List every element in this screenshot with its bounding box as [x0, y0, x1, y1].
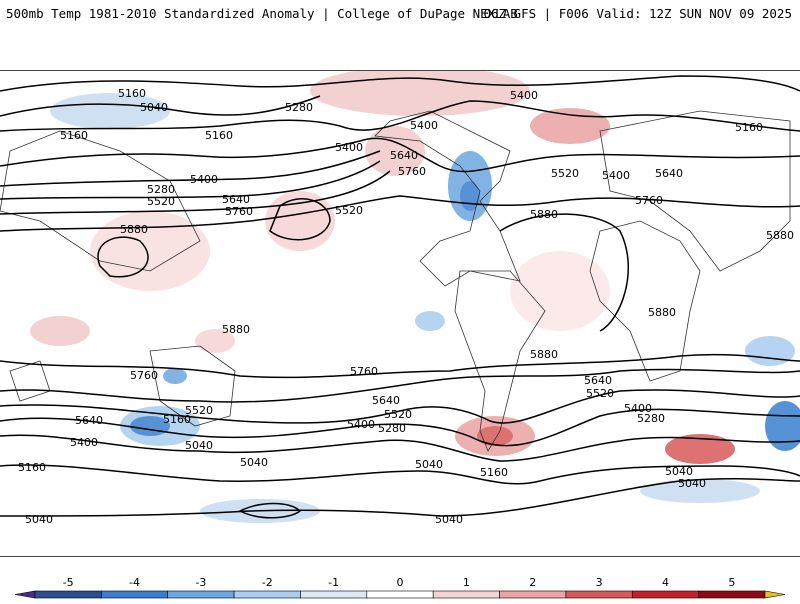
contour-labels: 5160 5040 5280 5160 5160 5400 5280 5520 … — [18, 87, 794, 526]
colorbar-tick-label: 4 — [662, 576, 669, 589]
colorbar-swatch — [764, 590, 786, 599]
contour-label: 5520 — [185, 404, 213, 417]
colorbar-tick-label: 5 — [728, 576, 735, 589]
contour-label: 5520 — [384, 408, 412, 421]
colorbar-legend: -5 -4 -3 -2 -1 0 1 2 3 4 5 — [0, 560, 800, 600]
contour-label: 5160 — [163, 413, 191, 426]
anomaly-map: 5160 5040 5280 5160 5160 5400 5280 5520 … — [0, 70, 800, 557]
colorbar-swatch — [167, 590, 235, 599]
contour-label: 5040 — [240, 456, 268, 469]
contour-label: 5280 — [378, 422, 406, 435]
contour-label: 5160 — [118, 87, 146, 100]
colorbar-tick-label: 3 — [596, 576, 603, 589]
contour-label: 5520 — [147, 195, 175, 208]
colorbar-tick-label: -4 — [129, 576, 140, 589]
contour-label: 5760 — [225, 205, 253, 218]
colorbar-tick-label: 1 — [463, 576, 470, 589]
colorbar-swatch — [499, 590, 567, 599]
contour-label: 5280 — [285, 101, 313, 114]
colorbar-swatch — [631, 590, 699, 599]
contour-label: 5760 — [635, 194, 663, 207]
contour-label: 5280 — [147, 183, 175, 196]
contour-label: 5400 — [335, 141, 363, 154]
colorbar-swatch — [432, 590, 500, 599]
contour-label: 5640 — [372, 394, 400, 407]
contour-label: 5760 — [130, 369, 158, 382]
colorbar-tick-label: -1 — [328, 576, 339, 589]
contour-label: 5280 — [637, 412, 665, 425]
colorbar-swatch — [233, 590, 301, 599]
contour-label: 5880 — [530, 208, 558, 221]
contour-label: 5640 — [390, 149, 418, 162]
contour-label: 5160 — [735, 121, 763, 134]
colorbar-tick-label: 2 — [529, 576, 536, 589]
contour-label: 5400 — [190, 173, 218, 186]
contour-label: 5040 — [415, 458, 443, 471]
contour-label: 5640 — [75, 414, 103, 427]
contour-label: 5880 — [648, 306, 676, 319]
contour-label: 5160 — [205, 129, 233, 142]
colorbar-swatch — [300, 590, 368, 599]
contour-label: 5520 — [586, 387, 614, 400]
colorbar-swatch — [101, 590, 169, 599]
colorbar-swatch — [565, 590, 633, 599]
colorbar-tick-label: -2 — [262, 576, 273, 589]
contour-label: 5400 — [602, 169, 630, 182]
contour-label: 5760 — [398, 165, 426, 178]
contour-label: 5040 — [678, 477, 706, 490]
anomaly-shading — [30, 71, 800, 523]
map-title: 500mb Temp 1981-2010 Standardized Anomal… — [6, 6, 518, 21]
coastlines — [0, 110, 791, 452]
colorbar-swatch — [34, 590, 102, 599]
colorbar-tick-labels: -5 -4 -3 -2 -1 0 1 2 3 4 5 — [63, 576, 736, 589]
contour-label: 5880 — [222, 323, 250, 336]
model-run-info: 06Z GFS | F006 Valid: 12Z SUN NOV 09 202… — [483, 6, 792, 21]
contour-label: 5400 — [70, 436, 98, 449]
contour-label: 5640 — [655, 167, 683, 180]
contour-label: 5880 — [120, 223, 148, 236]
contour-label: 5040 — [435, 513, 463, 526]
contour-label: 5640 — [222, 193, 250, 206]
contour-label: 5160 — [480, 466, 508, 479]
colorbar-swatch — [366, 590, 434, 599]
contour-label: 5400 — [410, 119, 438, 132]
contour-label: 5520 — [335, 204, 363, 217]
contour-label: 5400 — [510, 89, 538, 102]
contour-label: 5400 — [347, 418, 375, 431]
colorbar-swatch — [698, 590, 766, 599]
contour-label: 5400 — [624, 402, 652, 415]
contour-label: 5160 — [60, 129, 88, 142]
contour-label: 5880 — [530, 348, 558, 361]
colorbar-tick-label: 0 — [397, 576, 404, 589]
contour-label: 5040 — [665, 465, 693, 478]
colorbar-swatches — [14, 590, 786, 599]
contour-label: 5880 — [766, 229, 794, 242]
contour-label: 5040 — [25, 513, 53, 526]
contour-label: 5160 — [18, 461, 46, 474]
height-contours — [0, 75, 800, 519]
contour-label: 5760 — [350, 365, 378, 378]
contour-label: 5520 — [551, 167, 579, 180]
contour-label: 5040 — [185, 439, 213, 452]
colorbar-tick-label: -5 — [63, 576, 74, 589]
contour-label: 5040 — [140, 101, 168, 114]
colorbar-swatch — [14, 590, 36, 599]
contour-label: 5640 — [584, 374, 612, 387]
colorbar-tick-label: -3 — [195, 576, 206, 589]
